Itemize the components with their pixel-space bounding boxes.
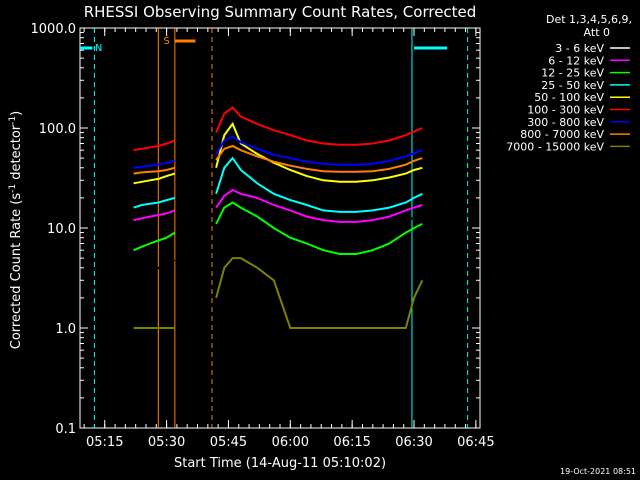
series-line [215, 201, 423, 255]
legend-label: 12 - 25 keV [541, 67, 604, 80]
x-tick-label: 06:30 [395, 435, 432, 450]
legend-label: 25 - 50 keV [541, 79, 604, 92]
series-line [215, 188, 423, 223]
y-tick-label: 1.0 [55, 322, 76, 337]
series-line [215, 257, 424, 329]
series-line [133, 159, 176, 169]
x-tick-label: 06:15 [333, 435, 370, 450]
legend-header-line-1: Det 1,3,4,5,6,9, [546, 13, 632, 26]
legend-label: 50 - 100 keV [534, 91, 604, 104]
y-tick-label: 0.1 [55, 422, 76, 437]
y-axis-label-main: Corrected Count Rate (s [9, 193, 24, 350]
legend-label: 7000 - 15000 keV [506, 140, 604, 153]
x-tick-label: 05:15 [86, 435, 123, 450]
footer-timestamp: 19-Oct-2021 08:51 [560, 467, 636, 476]
series-line [215, 106, 423, 146]
saa-label: S [163, 36, 169, 47]
x-tick-label: 06:00 [272, 435, 309, 450]
plot-frame [79, 27, 481, 429]
y-axis-label: Corrected Count Rate (s-1 detector-1) [8, 111, 24, 349]
x-tick-labels: 05:15 05:30 05:45 06:00 06:15 06:30 06:45 [86, 435, 495, 450]
y-tick-labels: 0.1 1.0 10.0 100.0 1000.0 [31, 22, 77, 437]
x-tick-label: 06:45 [457, 435, 494, 450]
series-line [215, 144, 423, 173]
legend-label: 6 - 12 keV [548, 54, 604, 67]
y-axis-label-mid: detector [9, 124, 24, 184]
legend-header-line-2: Att 0 [584, 26, 610, 39]
legend-label: 3 - 6 keV [555, 42, 604, 55]
x-axis-label: Start Time (14-Aug-11 05:10:02) [174, 456, 386, 471]
series-line [215, 212, 424, 275]
series-line [133, 166, 176, 175]
y-tick-label: 100.0 [39, 122, 76, 137]
x-tick-label: 05:45 [210, 435, 247, 450]
series-line [133, 231, 176, 252]
series-line [133, 209, 176, 222]
night-label: N [95, 43, 102, 54]
plot-series [132, 106, 424, 329]
series-line [215, 156, 423, 213]
x-tick-label: 05:30 [148, 435, 185, 450]
legend-label: 300 - 800 keV [527, 116, 604, 129]
series-line [133, 196, 176, 209]
chart-title: RHESSI Observing Summary Count Rates, Co… [84, 3, 477, 21]
legend-label: 100 - 300 keV [527, 104, 604, 117]
series-line [133, 139, 176, 152]
plot-axes [79, 27, 481, 429]
y-axis-label-sup2: -1 [8, 116, 18, 125]
legend-label: 800 - 7000 keV [520, 128, 604, 141]
y-tick-label: 1000.0 [31, 22, 77, 37]
series-line [215, 121, 423, 183]
y-axis-label-sup1: -1 [8, 184, 18, 193]
series-line [215, 135, 423, 166]
y-axis-label-end: ) [9, 111, 24, 116]
series-line [132, 259, 176, 299]
series-line [133, 172, 176, 185]
y-tick-label: 10.0 [47, 222, 76, 237]
